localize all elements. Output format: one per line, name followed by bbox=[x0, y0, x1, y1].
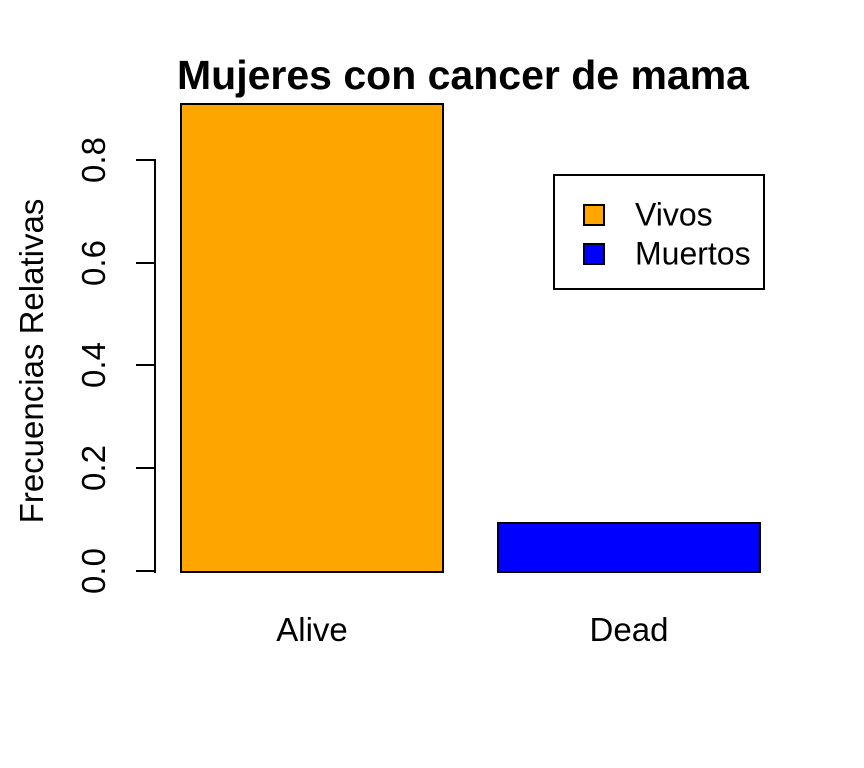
legend-swatch-vivos bbox=[583, 204, 605, 226]
y-axis-title: Frecuencias Relativas bbox=[13, 198, 50, 524]
y-tick-label: 0.4 bbox=[75, 342, 112, 388]
x-label-alive: Alive bbox=[276, 611, 348, 648]
legend-label-muertos: Muertos bbox=[635, 235, 751, 272]
legend: Vivos Muertos bbox=[553, 174, 765, 290]
y-axis-line bbox=[154, 159, 156, 573]
y-tick-label: 0.8 bbox=[75, 137, 112, 183]
y-tick-label: 0.6 bbox=[75, 240, 112, 286]
legend-label-vivos: Vivos bbox=[635, 196, 713, 233]
y-tick-label: 0.2 bbox=[75, 445, 112, 491]
bar-dead bbox=[497, 522, 761, 573]
legend-swatch-muertos bbox=[583, 243, 605, 265]
y-tick-mark bbox=[136, 262, 154, 264]
y-tick-mark bbox=[136, 570, 154, 572]
x-label-dead: Dead bbox=[589, 611, 669, 648]
y-tick-mark bbox=[136, 364, 154, 366]
y-tick-label: 0.0 bbox=[75, 548, 112, 594]
chart-title: Mujeres con cancer de mama bbox=[177, 52, 749, 98]
y-tick-mark bbox=[136, 159, 154, 161]
bar-alive bbox=[180, 103, 444, 573]
y-tick-mark bbox=[136, 467, 154, 469]
